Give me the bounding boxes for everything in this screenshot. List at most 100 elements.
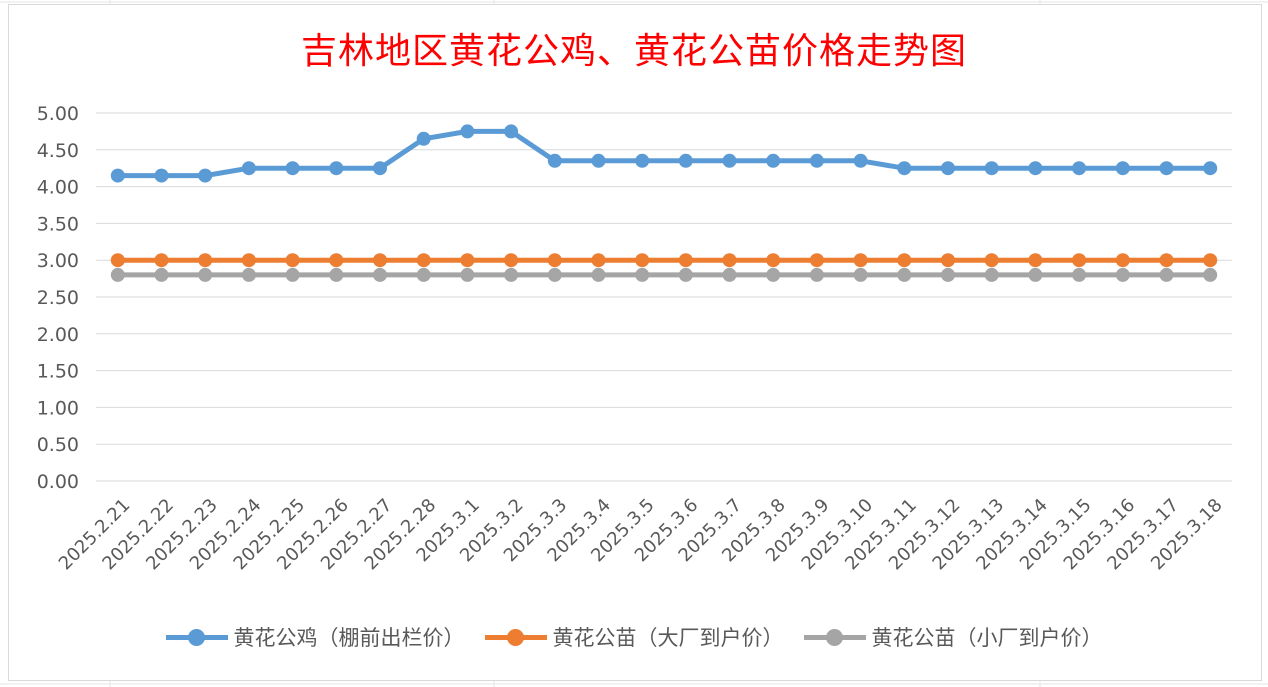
data-point: [941, 161, 955, 176]
legend-swatch: [803, 622, 866, 652]
data-point: [897, 267, 912, 282]
data-point: [1028, 253, 1043, 268]
data-point: [1115, 267, 1130, 282]
data-point: [460, 124, 475, 139]
y-axis: 0.00 0.50 1.00 1.50 2.00 2.50 3.00 3.50 4.00 4.50…: [37, 103, 79, 493]
series-3: [110, 267, 1218, 282]
data-point: [809, 153, 824, 168]
y-tick-label: 2.00: [37, 324, 79, 346]
y-tick-label: 0.00: [37, 471, 79, 493]
data-point: [373, 253, 387, 268]
data-point: [941, 253, 955, 268]
data-point: [984, 161, 999, 176]
data-point: [1115, 253, 1130, 268]
data-point: [1115, 161, 1130, 176]
chart-area[interactable]: [8, 4, 1262, 681]
data-point: [110, 253, 125, 268]
data-point: [460, 253, 475, 268]
legend-swatch: [165, 622, 228, 652]
data-point: [635, 267, 650, 282]
x-axis: 2025.2.212025.2.222025.2.232025.2.242025…: [55, 495, 1227, 575]
data-point: [722, 267, 737, 282]
data-point: [110, 267, 125, 282]
data-point: [591, 253, 606, 268]
data-point: [241, 267, 256, 282]
y-tick-label: 4.50: [37, 140, 79, 162]
y-tick-label: 3.50: [37, 213, 79, 235]
data-point: [984, 253, 999, 268]
y-tick-label: 4.00: [37, 177, 79, 199]
data-point: [897, 161, 912, 176]
legend-item-1[interactable]: 黄花公鸡（棚前出栏价）: [165, 622, 465, 652]
legend-swatch: [484, 622, 547, 652]
legend-label: 黄花公苗（大厂到户价）: [552, 626, 784, 650]
data-point: [329, 253, 344, 268]
y-tick-label: 1.50: [37, 361, 79, 383]
data-point: [1072, 253, 1087, 268]
data-point: [154, 168, 169, 183]
data-point: [1072, 267, 1087, 282]
data-point: [1028, 161, 1043, 176]
legend-item-3[interactable]: 黄花公苗（小厂到户价）: [803, 622, 1103, 652]
data-point: [241, 161, 256, 176]
data-point: [809, 253, 824, 268]
data-point: [678, 153, 693, 168]
data-point: [1072, 161, 1087, 176]
legend-item-2[interactable]: 黄花公苗（大厂到户价）: [484, 622, 784, 652]
data-point: [853, 267, 868, 282]
data-point: [1203, 267, 1218, 282]
data-point: [897, 253, 912, 268]
data-point: [547, 267, 562, 282]
legend-label: 黄花公苗（小厂到户价）: [871, 626, 1103, 650]
data-point: [285, 253, 300, 268]
data-point: [1028, 267, 1043, 282]
data-point: [110, 168, 125, 183]
data-point: [766, 153, 781, 168]
data-point: [1203, 253, 1218, 268]
data-point: [329, 267, 344, 282]
data-point: [591, 267, 606, 282]
data-point: [678, 253, 693, 268]
data-point: [1159, 161, 1174, 176]
series-2: [110, 253, 1218, 268]
data-point: [329, 161, 344, 176]
data-point: [547, 253, 562, 268]
chart-title: 吉林地区黄花公鸡、黄花公苗价格走势图: [300, 31, 967, 72]
data-point: [198, 253, 213, 268]
data-point: [635, 153, 650, 168]
data-point: [722, 253, 737, 268]
y-tick-label: 3.00: [37, 250, 79, 272]
series-1: [110, 124, 1218, 183]
data-point: [984, 267, 999, 282]
data-point: [373, 267, 387, 282]
data-point: [416, 131, 431, 146]
data-point: [635, 253, 650, 268]
series-lines: [110, 124, 1218, 282]
data-point: [591, 153, 606, 168]
y-tick-label: 0.50: [37, 434, 79, 456]
data-point: [241, 253, 256, 268]
data-point: [504, 267, 519, 282]
data-point: [460, 267, 475, 282]
legend-label: 黄花公鸡（棚前出栏价）: [233, 626, 465, 650]
gridlines: [96, 112, 1232, 482]
data-point: [373, 161, 387, 176]
data-point: [722, 153, 737, 168]
data-point: [766, 267, 781, 282]
data-point: [809, 267, 824, 282]
data-point: [1203, 161, 1218, 176]
legend: 黄花公鸡（棚前出栏价） 黄花公苗（大厂到户价） 黄花公苗（小厂到户价）: [0, 622, 1268, 652]
y-tick-label: 5.00: [37, 103, 79, 125]
data-point: [198, 168, 213, 183]
data-point: [853, 253, 868, 268]
data-point: [547, 153, 562, 168]
data-point: [678, 267, 693, 282]
data-point: [766, 253, 781, 268]
data-point: [416, 267, 431, 282]
data-point: [941, 267, 955, 282]
series-line: [115, 128, 1213, 179]
data-point: [154, 267, 169, 282]
data-point: [1159, 253, 1174, 268]
y-tick-label: 2.50: [37, 287, 79, 309]
